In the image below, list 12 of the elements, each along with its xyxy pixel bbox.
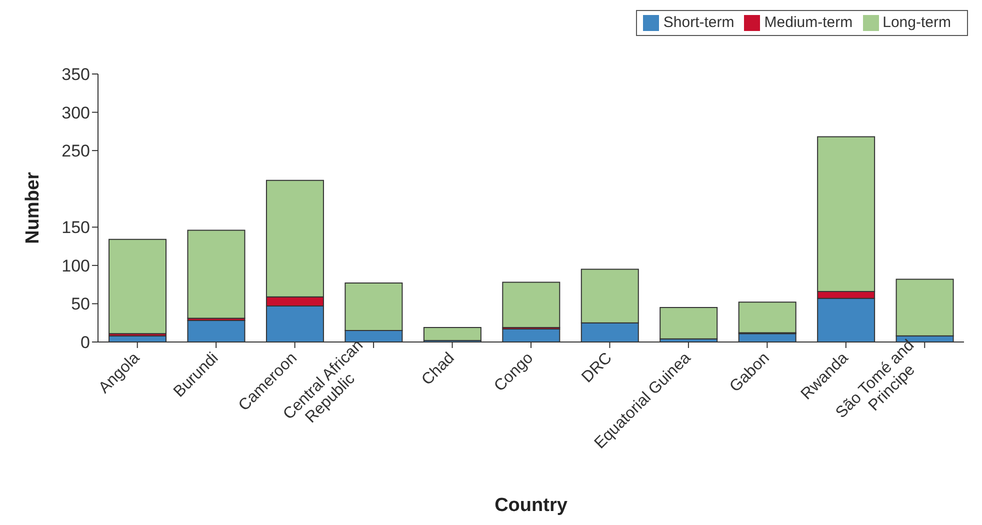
y-tick-label: 250 bbox=[62, 142, 90, 161]
y-tick-label: 100 bbox=[62, 256, 90, 276]
y-tick-label: 350 bbox=[62, 65, 90, 84]
x-axis-title: Country bbox=[494, 495, 568, 516]
y-tick-label: 0 bbox=[80, 333, 90, 352]
y-tick-label: 300 bbox=[62, 103, 90, 122]
y-tick-label: 50 bbox=[71, 294, 90, 314]
legend-label: Short-term bbox=[663, 14, 734, 31]
y-axis-title: Number bbox=[22, 172, 44, 244]
legend-label: Long-term bbox=[882, 14, 951, 31]
y-tick-label: 150 bbox=[62, 218, 90, 238]
legend-label: Medium-term bbox=[764, 14, 853, 31]
